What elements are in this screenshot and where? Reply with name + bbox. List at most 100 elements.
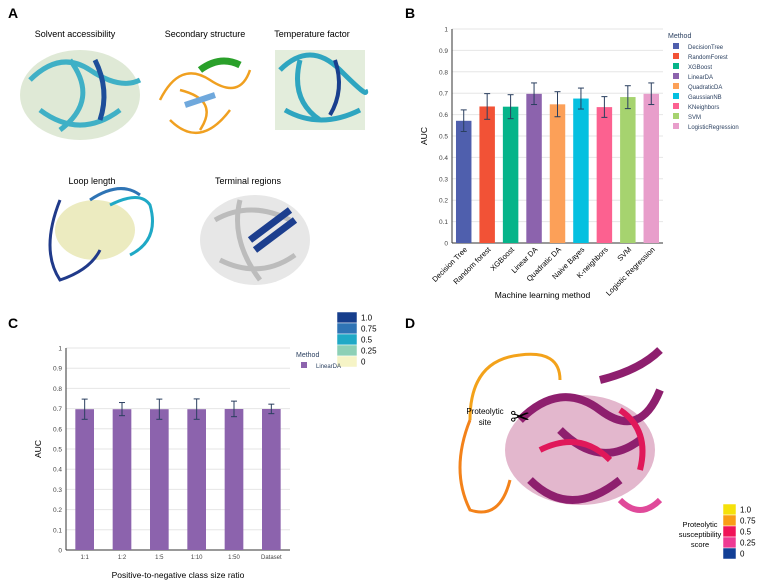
protein-structure-secondary [158, 57, 252, 135]
panel-b-label: B [405, 5, 415, 21]
y-tick-label: 0.8 [53, 386, 62, 393]
y-tick-label: 0.5 [53, 447, 62, 454]
legend-swatch [673, 103, 679, 109]
legend-item: DecisionTree [688, 45, 724, 51]
legend-title: Method [668, 33, 691, 40]
panel-a-title-solvent: Solvent accessibility [35, 29, 116, 39]
auc-by-method-chart: 0 0.1 0.2 0.3 0.4 0.5 0.6 0.7 0.8 0.9 1 AUC Decision… [419, 27, 739, 301]
bar [187, 409, 206, 550]
auc-by-ratio-chart: 0 0.1 0.2 0.3 0.4 0.5 0.6 0.7 0.8 0.9 1 AUC 1:1 1:2 1:… [33, 346, 341, 581]
legend-swatch [673, 113, 679, 119]
legend-item: LogisticRegression [688, 125, 739, 131]
y-tick-label: 0.6 [53, 426, 62, 433]
legend-item: RandomForest [688, 55, 728, 61]
d-colorbar-label: 0.75 [740, 517, 756, 526]
y-tick-label: 0.6 [439, 112, 448, 119]
a-colorbar-swatch [336, 355, 358, 368]
bar [112, 409, 132, 550]
d-colorbar-swatch [722, 514, 737, 527]
panel-d-colorbar: 1.0 0.75 0.5 0.25 0 Proteolyticsusceptibility… [679, 503, 756, 560]
panel-a-title-temperature: Temperature factor [274, 29, 350, 39]
y-tick-label: 0.9 [439, 48, 448, 55]
a-colorbar-swatch [336, 322, 358, 335]
panel-a-label: A [8, 5, 18, 21]
a-colorbar-label: 1.0 [361, 314, 373, 323]
d-colorbar-swatch [722, 536, 737, 549]
x-tick-label: 1:1 [80, 555, 89, 561]
y-axis-title: AUC [33, 440, 43, 458]
legend-item: XGBoost [688, 65, 712, 71]
x-tick-label: 1:50 [228, 555, 240, 561]
x-tick-label: 1:10 [191, 555, 203, 561]
legend-title: Method [296, 352, 319, 359]
legend-item: LinearDA [316, 364, 341, 370]
d-colorbar-title: score [691, 540, 709, 549]
y-tick-label: 0.8 [439, 69, 448, 76]
y-tick-label: 0.3 [53, 487, 62, 494]
x-axis-title: Machine learning method [495, 290, 591, 300]
panel-a-colorbar: 1.0 0.75 0.5 0.25 0 [336, 311, 377, 368]
legend-item: LinearDA [688, 75, 713, 81]
legend-swatch [673, 123, 679, 129]
legend-swatch [301, 362, 307, 368]
bar [502, 106, 519, 243]
legend-swatch [673, 63, 679, 69]
d-colorbar-swatch [722, 525, 737, 538]
a-colorbar-label: 0.25 [361, 347, 377, 356]
x-tick-label: Dataset [261, 555, 282, 561]
bar [224, 409, 244, 550]
proteolytic-site-label-1: Proteolytic [466, 407, 503, 416]
bar [596, 107, 613, 243]
scissors-icon: ✂ [510, 404, 530, 431]
d-colorbar-swatch [722, 503, 737, 516]
x-axis-title: Positive-to-negative class size ratio [112, 570, 245, 580]
bar [150, 409, 169, 550]
a-colorbar-label: 0.5 [361, 336, 373, 345]
bar [455, 120, 472, 243]
y-tick-label: 1 [444, 27, 448, 34]
legend-swatch [673, 43, 679, 49]
y-tick-label: 0.4 [53, 467, 62, 474]
bar [573, 98, 589, 243]
legend-item: QuadraticDA [688, 85, 722, 91]
a-colorbar-swatch [336, 333, 358, 346]
bar [549, 104, 566, 243]
legend-item: GaussianNB [688, 95, 722, 101]
y-tick-label: 0.2 [53, 507, 62, 514]
y-tick-label: 0.2 [439, 198, 448, 205]
panel-a-title-loop: Loop length [68, 176, 115, 186]
bar [526, 93, 542, 243]
protein-structure-loop [48, 187, 154, 282]
legend-swatch [673, 73, 679, 79]
panel-d-label: D [405, 315, 415, 331]
d-colorbar-label: 1.0 [740, 506, 752, 515]
x-tick-label: SVM [615, 245, 633, 263]
panel-a: A Solvent accessibility Secondary struct… [8, 5, 377, 368]
d-colorbar-label: 0.25 [740, 539, 756, 548]
y-tick-label: 0.3 [439, 176, 448, 183]
legend-swatch [673, 83, 679, 89]
x-tick-label: 1:2 [118, 555, 127, 561]
protein-structure-terminal [200, 195, 310, 285]
d-colorbar-label: 0 [740, 550, 745, 559]
x-tick-label: 1:5 [155, 555, 164, 561]
proteolytic-site-label-2: site [479, 418, 492, 427]
bar [620, 97, 636, 243]
legend-swatch [673, 53, 679, 59]
y-tick-label: 0 [58, 548, 62, 555]
panel-c-label: C [8, 315, 18, 331]
bar [643, 93, 660, 243]
bar [262, 409, 281, 550]
protein-structure-temperature [275, 50, 369, 130]
bar [479, 106, 495, 243]
a-colorbar-label: 0.75 [361, 325, 377, 334]
protein-structure-solvent [20, 50, 142, 140]
protein-structure-proteolytic [458, 347, 664, 514]
legend-item: KNeighbors [688, 105, 719, 111]
d-colorbar-swatch [722, 547, 737, 560]
y-tick-label: 0.7 [439, 91, 448, 98]
y-tick-label: 0.9 [53, 366, 62, 373]
y-tick-label: 0.1 [439, 219, 448, 226]
